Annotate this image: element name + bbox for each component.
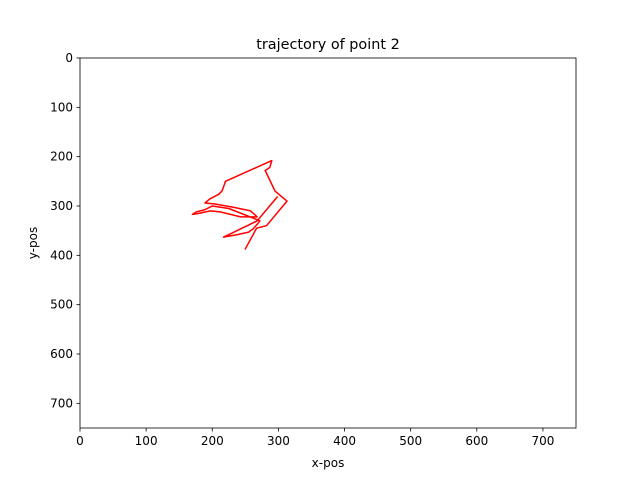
y-tick-label: 300 xyxy=(50,199,73,213)
y-tick-label: 700 xyxy=(50,396,73,410)
y-tick-label: 0 xyxy=(65,51,73,65)
x-tick-label: 700 xyxy=(531,434,554,448)
x-tick-label: 100 xyxy=(135,434,158,448)
y-tick-label: 400 xyxy=(50,248,73,262)
x-tick-label: 200 xyxy=(201,434,224,448)
x-tick-label: 600 xyxy=(465,434,488,448)
plot-area xyxy=(191,159,288,250)
x-tick-label: 0 xyxy=(76,434,84,448)
chart-title: trajectory of point 2 xyxy=(256,37,399,53)
trajectory-line xyxy=(191,159,288,250)
y-axis: 0 100 200 300 400 500 600 700 xyxy=(50,51,80,410)
plot-frame xyxy=(79,57,577,429)
y-tick-label: 500 xyxy=(50,298,73,312)
x-tick-label: 400 xyxy=(333,434,356,448)
x-axis: 0 100 200 300 400 500 600 700 xyxy=(76,428,554,448)
y-tick-label: 600 xyxy=(50,347,73,361)
x-tick-label: 500 xyxy=(399,434,422,448)
y-tick-label: 100 xyxy=(50,100,73,114)
y-axis-label: y-pos xyxy=(26,227,40,259)
x-axis-label: x-pos xyxy=(312,456,345,470)
y-tick-label: 200 xyxy=(50,150,73,164)
x-tick-label: 300 xyxy=(267,434,290,448)
